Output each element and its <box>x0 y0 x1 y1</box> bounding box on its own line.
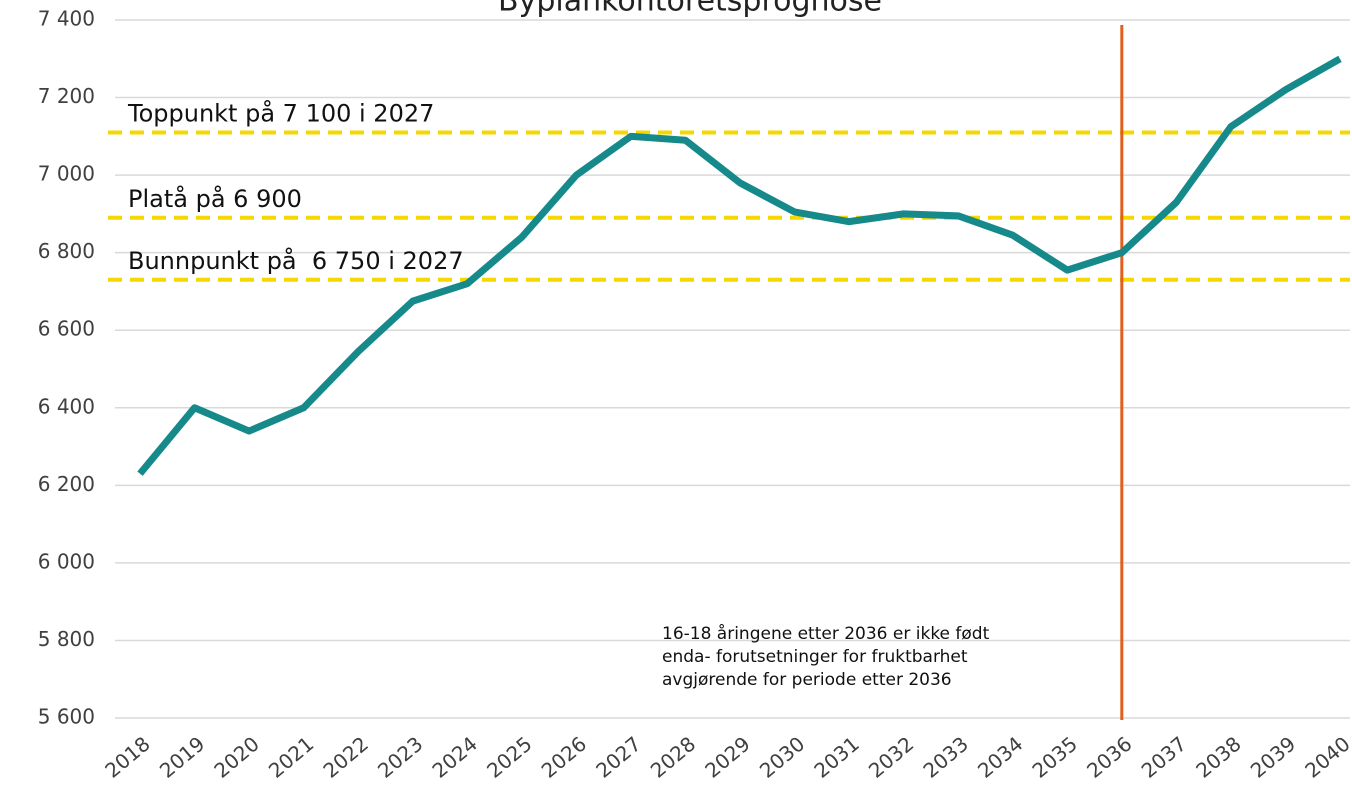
x-tick-label: 2024 <box>428 732 482 783</box>
x-tick-label: 2039 <box>1246 732 1300 783</box>
x-tick-label: 2037 <box>1137 732 1191 783</box>
x-tick-label: 2040 <box>1300 732 1352 783</box>
x-tick-label: 2025 <box>482 732 536 783</box>
line-series <box>137 55 1342 476</box>
reference-label: Platå på 6 900 <box>128 184 302 213</box>
y-tick-label: 6 800 <box>38 239 95 263</box>
x-tick-label: 2038 <box>1191 732 1245 783</box>
x-tick-label: 2034 <box>973 732 1027 783</box>
x-tick-label: 2021 <box>264 732 318 783</box>
reference-label: Bunnpunkt på 6 750 i 2027 <box>128 246 464 275</box>
y-tick-label: 6 600 <box>38 317 95 341</box>
x-tick-label: 2033 <box>919 732 973 783</box>
y-tick-label: 5 800 <box>38 627 95 651</box>
y-tick-label: 7 000 <box>38 162 95 186</box>
x-tick-label: 2036 <box>1082 732 1136 783</box>
x-tick-label: 2019 <box>155 732 209 783</box>
x-tick-label: 2020 <box>209 732 263 783</box>
x-tick-label: 2027 <box>591 732 645 783</box>
x-tick-label: 2032 <box>864 732 918 783</box>
x-tick-label: 2018 <box>100 732 154 783</box>
y-tick-label: 5 600 <box>38 705 95 729</box>
annotation: enda- forutsetninger for fruktbarhet <box>662 647 968 667</box>
y-tick-label: 6 000 <box>38 549 95 573</box>
x-tick-label: 2030 <box>755 732 809 783</box>
x-tick-label: 2035 <box>1028 732 1082 783</box>
chart-title: Byplankontoretsprognose <box>498 0 882 19</box>
x-tick-label: 2031 <box>809 732 863 783</box>
x-tick-label: 2022 <box>319 732 373 783</box>
x-tick-label: 2028 <box>646 732 700 783</box>
reference-label: Toppunkt på 7 100 i 2027 <box>127 98 434 127</box>
annotation: avgjørende for periode etter 2036 <box>662 670 952 690</box>
y-tick-label: 6 400 <box>38 394 95 418</box>
y-tick-label: 7 200 <box>38 84 95 108</box>
x-tick-label: 2023 <box>373 732 427 783</box>
y-tick-label: 7 400 <box>38 7 95 31</box>
y-tick-label: 6 200 <box>38 472 95 496</box>
x-tick-label: 2029 <box>700 732 754 783</box>
annotation: 16-18 åringene etter 2036 er ikke født <box>662 623 990 644</box>
x-tick-label: 2026 <box>537 732 591 783</box>
